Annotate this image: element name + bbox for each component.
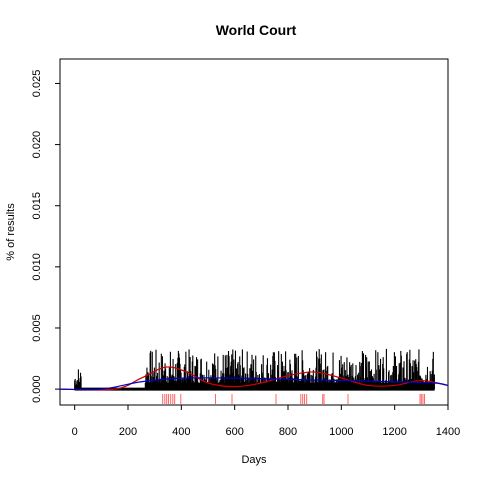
chart-title: World Court xyxy=(216,22,297,38)
x-tick-label: 800 xyxy=(279,426,297,438)
smooth-lines xyxy=(59,366,449,391)
smooth-line xyxy=(59,377,449,391)
y-tick-label: 0.005 xyxy=(31,314,43,342)
x-tick-label: 1400 xyxy=(436,426,460,438)
y-tick-label: 0.015 xyxy=(31,192,43,220)
x-tick-label: 1000 xyxy=(329,426,353,438)
x-tick-label: 200 xyxy=(119,426,137,438)
y-axis: 0.000 0.005 0.010 0.015 0.020 0.025 xyxy=(31,70,60,403)
bars xyxy=(74,348,435,391)
plot-frame xyxy=(59,58,449,406)
x-tick-label: 600 xyxy=(225,426,243,438)
y-tick-label: 0.020 xyxy=(31,131,43,159)
y-axis-label: % of results xyxy=(5,203,17,261)
x-axis: 0 200 400 600 800 1000 1200 1400 xyxy=(72,405,460,438)
smooth-line xyxy=(59,366,449,391)
y-tick-label: 0.000 xyxy=(31,375,43,403)
x-tick-label: 0 xyxy=(72,426,78,438)
x-tick-label: 400 xyxy=(172,426,190,438)
rug-marks xyxy=(162,394,426,404)
y-tick-label: 0.010 xyxy=(31,253,43,281)
x-axis-label: Days xyxy=(241,454,267,466)
x-tick-label: 1200 xyxy=(382,426,406,438)
y-tick-label: 0.025 xyxy=(31,70,43,98)
